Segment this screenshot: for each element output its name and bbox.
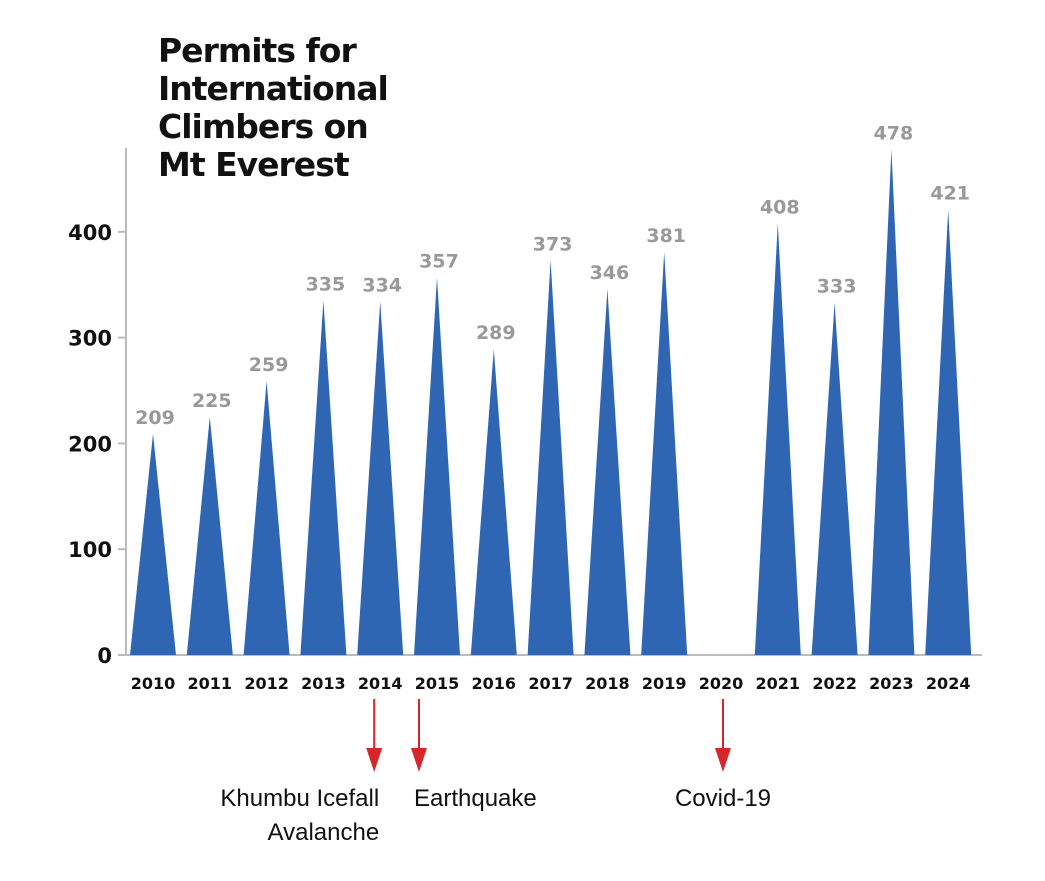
data-label: 357: [419, 250, 459, 272]
annotation-arrow-head: [715, 748, 731, 772]
data-label: 333: [817, 276, 857, 298]
bar: [243, 380, 290, 655]
data-label: 478: [874, 122, 914, 144]
bar: [641, 251, 688, 656]
data-label: 209: [135, 407, 175, 429]
data-label: 346: [590, 262, 630, 284]
data-label: 289: [476, 322, 516, 344]
x-tick-label: 2023: [869, 674, 914, 693]
x-tick-label: 2017: [528, 674, 573, 693]
y-tick-label: 200: [68, 432, 112, 456]
chart-title-line: Mt Everest: [158, 145, 350, 184]
chart-title-line: International: [158, 69, 389, 108]
y-tick-label: 300: [68, 327, 112, 351]
x-tick-label: 2015: [415, 674, 460, 693]
data-label: 381: [646, 225, 686, 247]
y-tick-label: 100: [68, 538, 112, 562]
bar: [414, 277, 460, 655]
y-tick-label: 400: [68, 221, 112, 245]
y-tick-label: 0: [97, 644, 112, 668]
bar: [925, 209, 972, 655]
chart-title-line: Climbers on: [158, 107, 369, 146]
bar: [868, 149, 915, 655]
annotation-label: Earthquake: [414, 785, 537, 812]
annotation-label: Khumbu Icefall: [220, 785, 379, 812]
data-label: 259: [249, 354, 289, 376]
x-tick-label: 2016: [472, 674, 517, 693]
x-tick-label: 2019: [642, 674, 687, 693]
x-tick-label: 2010: [131, 674, 176, 693]
chart-title: Permits for International Climbers on Mt…: [158, 32, 418, 184]
x-tick-label: 2020: [699, 674, 744, 693]
data-label: 225: [192, 390, 232, 412]
annotation-arrow-head: [366, 748, 383, 772]
x-tick-label: 2011: [188, 674, 233, 693]
bar: [811, 302, 858, 655]
x-tick-label: 2024: [926, 674, 971, 693]
x-tick-label: 2022: [812, 674, 857, 693]
bar: [130, 433, 176, 655]
chart-title-line: Permits for: [158, 31, 357, 70]
annotation-arrow-head: [411, 748, 427, 772]
data-label: 334: [362, 275, 402, 297]
bar: [300, 300, 347, 655]
bar: [186, 416, 233, 655]
data-label: 421: [930, 183, 970, 205]
bar: [357, 301, 404, 655]
data-label: 408: [760, 196, 800, 218]
bar: [470, 349, 517, 655]
data-label: 335: [306, 274, 346, 296]
annotation-label: Covid-19: [675, 785, 771, 812]
x-tick-label: 2021: [756, 674, 801, 693]
bar: [527, 260, 574, 655]
annotation-label: Avalanche: [268, 819, 380, 846]
x-tick-label: 2014: [358, 674, 403, 693]
x-tick-label: 2018: [585, 674, 630, 693]
x-tick-label: 2013: [301, 674, 346, 693]
bar: [584, 288, 631, 655]
bar: [754, 223, 801, 655]
data-label: 373: [533, 233, 573, 255]
x-tick-label: 2012: [244, 674, 289, 693]
